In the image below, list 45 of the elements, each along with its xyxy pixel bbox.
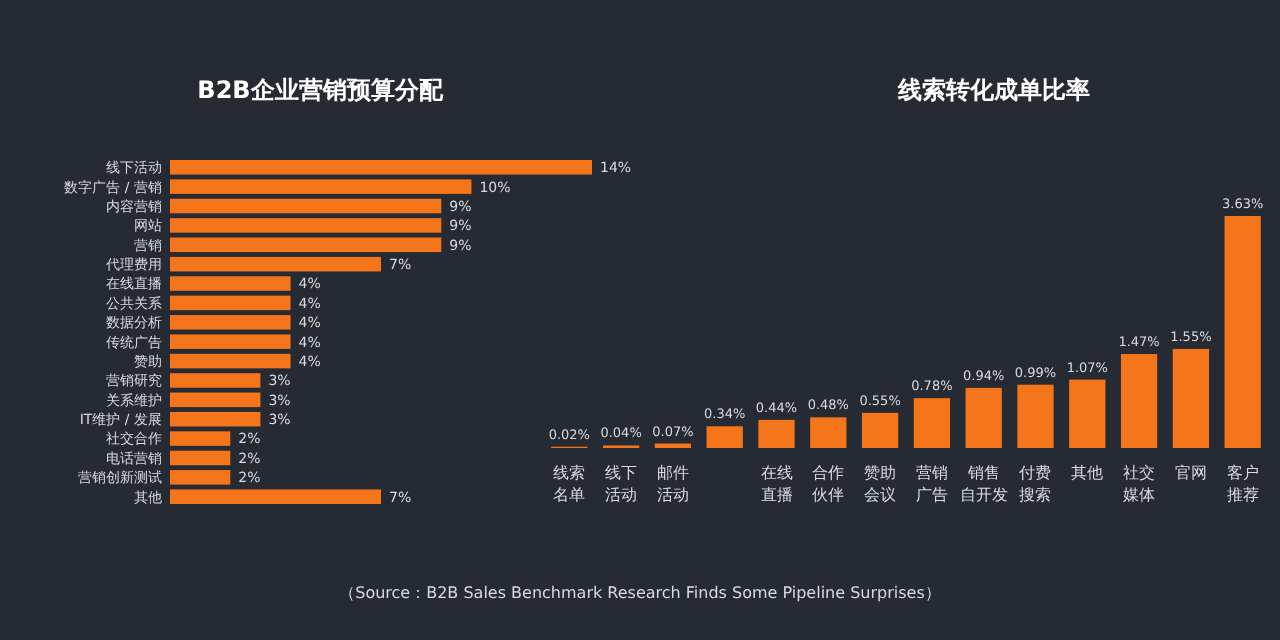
bar (170, 179, 472, 194)
text: （Source：B2B Sales Benchmark Research Finds Some Pipeline Surprises） (339, 584, 941, 602)
bar (170, 218, 442, 233)
x-tick-label: 销售自开发 (959, 464, 1008, 504)
x-tick-label: 付费搜索 (1019, 464, 1052, 504)
bar (170, 237, 442, 253)
bar (170, 411, 261, 427)
x-tick-label: 合作伙伴 (812, 464, 845, 504)
bar (861, 412, 899, 448)
bar (1069, 379, 1106, 448)
bar (170, 295, 291, 311)
bar (1120, 354, 1158, 448)
chart-title: B2B企业营销预算分配 (197, 76, 445, 104)
x-tick-label: 营销广告 (915, 464, 948, 504)
x-tick-label: 其他 (1071, 464, 1104, 482)
bar (170, 489, 381, 504)
x-tick-label: 线索名单 (553, 464, 586, 504)
bar (170, 373, 261, 388)
chart-title: 线索转化成单比率 (896, 76, 1090, 104)
bar (170, 256, 381, 272)
bar (965, 387, 1002, 448)
bar (170, 353, 291, 369)
x-tick-label: 线下活动 (605, 464, 638, 504)
bar (170, 315, 291, 330)
bar (758, 419, 795, 448)
bar (810, 417, 847, 448)
x-tick-label: 社交媒体 (1123, 464, 1156, 504)
x-tick-label: 客户推荐 (1226, 464, 1259, 504)
bar (1224, 216, 1261, 448)
bar (170, 392, 261, 408)
bar (1172, 348, 1210, 448)
bar (170, 198, 442, 214)
bar (170, 160, 592, 175)
bar (706, 426, 743, 448)
bar (170, 450, 231, 466)
bar (170, 470, 231, 485)
x-tick-label: 官网 (1174, 464, 1207, 482)
x-tick-label: 在线直播 (760, 464, 793, 504)
bar (913, 398, 951, 448)
x-tick-label: 赞助会议 (864, 464, 897, 504)
bar (1017, 384, 1054, 448)
bar (170, 334, 291, 349)
x-tick-label: 邮件活动 (656, 464, 689, 504)
bar (170, 276, 291, 291)
bar (170, 431, 231, 446)
